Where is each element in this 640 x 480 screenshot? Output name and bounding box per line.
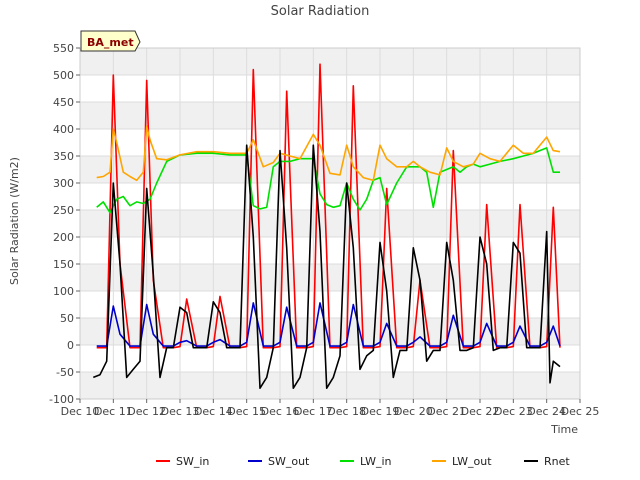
- series-line-lw-out: [96, 125, 561, 182]
- y-tick-label: 0: [67, 339, 74, 352]
- x-tick-label: Dec 22: [461, 405, 500, 418]
- plot-band: [80, 345, 580, 372]
- x-tick-label: Dec 19: [361, 405, 400, 418]
- legend-label: LW_out: [452, 455, 492, 468]
- x-tick-label: Dec 17: [294, 405, 333, 418]
- legend-label: SW_in: [176, 455, 209, 468]
- plot-band: [80, 291, 580, 318]
- series-line-sw-out: [96, 302, 561, 347]
- x-tick-label: Dec 12: [127, 405, 166, 418]
- x-tick-label: Dec 18: [327, 405, 366, 418]
- legend-label: SW_out: [268, 455, 310, 468]
- legend-label: LW_in: [360, 455, 392, 468]
- x-tick-label: Dec 16: [261, 405, 300, 418]
- x-tick-label: Dec 15: [227, 405, 266, 418]
- y-tick-label: -100: [49, 393, 74, 406]
- y-tick-label: 50: [60, 312, 74, 325]
- plot-band: [80, 372, 580, 399]
- plot-band: [80, 210, 580, 237]
- y-tick-label: 150: [53, 258, 74, 271]
- chart-title: Solar Radiation: [271, 4, 370, 19]
- y-tick-label: -50: [56, 366, 74, 379]
- x-tick-label: Dec 24: [527, 405, 566, 418]
- x-tick-label: Dec 10: [61, 405, 100, 418]
- x-tick-label: Dec 13: [161, 405, 200, 418]
- x-tick-label: Dec 20: [394, 405, 433, 418]
- y-tick-label: 100: [53, 285, 74, 298]
- x-axis-label: Time: [550, 423, 578, 436]
- plot-band: [80, 48, 580, 75]
- y-tick-label: 250: [53, 204, 74, 217]
- plot-band: [80, 75, 580, 102]
- x-tick-label: Dec 21: [427, 405, 466, 418]
- y-tick-label: 450: [53, 96, 74, 109]
- plot-band: [80, 102, 580, 129]
- y-tick-label: 300: [53, 177, 74, 190]
- site-badge-label: BA_met: [87, 36, 134, 49]
- site-badge: BA_met: [80, 30, 141, 52]
- y-tick-label: 350: [53, 150, 74, 163]
- x-tick-label: Dec 11: [94, 405, 133, 418]
- y-tick-label: 550: [53, 42, 74, 55]
- x-tick-label: Dec 25: [561, 405, 600, 418]
- y-axis-label: Solar Radiation (W/m2): [8, 157, 21, 285]
- series-line-rnet: [93, 144, 561, 390]
- x-tick-label: Dec 14: [194, 405, 233, 418]
- y-tick-label: 400: [53, 123, 74, 136]
- legend: SW_in SW_out LW_in LW_out Rnet: [156, 455, 570, 468]
- plot-band: [80, 129, 580, 156]
- plot-band: [80, 264, 580, 291]
- series-lines: [93, 63, 561, 390]
- y-axis-ticks: -100 -50 0 50 100 150 200 250 300 350 400 450 500 550: [49, 42, 80, 406]
- plot-band: [80, 237, 580, 264]
- y-tick-label: 200: [53, 231, 74, 244]
- y-tick-label: 500: [53, 69, 74, 82]
- x-tick-label: Dec 23: [494, 405, 533, 418]
- plot-frame: [79, 47, 581, 400]
- legend-label: Rnet: [544, 455, 570, 468]
